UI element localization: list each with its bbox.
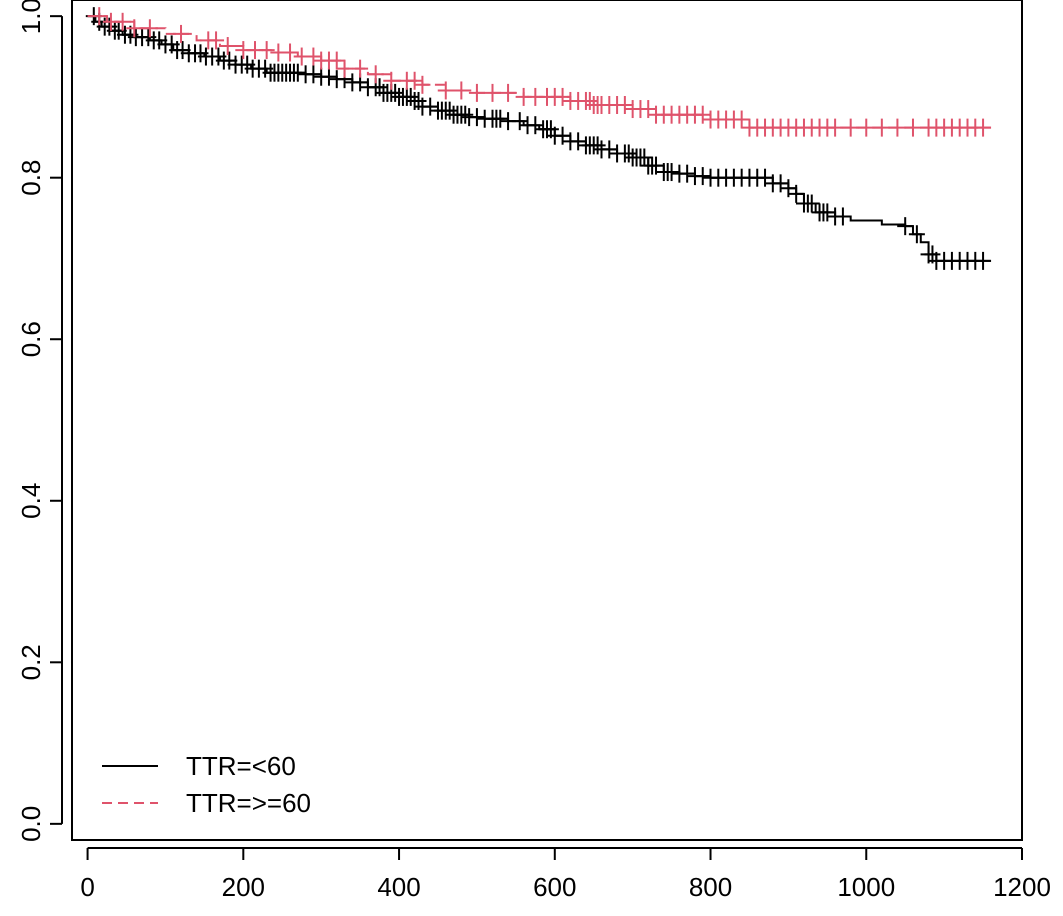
censor-mark (320, 67, 337, 86)
series-ttr-lt-60 (85, 7, 992, 270)
y-tick-label: 0.4 (16, 483, 46, 519)
censor-mark (441, 101, 458, 120)
censor-mark (601, 140, 618, 159)
y-axis: 0.0 0.2 0.4 0.6 0.8 1.0 (16, 0, 63, 842)
censor-mark (114, 12, 131, 31)
censor-mark (305, 65, 322, 84)
censor-mark (208, 31, 225, 50)
censor-mark (889, 118, 906, 137)
censor-mark (336, 59, 353, 78)
censor-mark (570, 132, 587, 151)
censor-mark (91, 7, 108, 26)
y-tick-label: 1.0 (16, 0, 46, 34)
censor-mark (694, 105, 711, 124)
x-tick-label: 800 (689, 872, 732, 902)
censor-mark (500, 83, 517, 102)
censor-mark (908, 225, 925, 244)
censor-mark (834, 207, 851, 226)
censor-mark (406, 71, 423, 90)
censor-mark (387, 83, 404, 102)
plot-frame (71, 0, 1023, 841)
censor-mark (219, 37, 236, 56)
censor-mark (842, 118, 859, 137)
y-tick-label: 0.0 (16, 806, 46, 842)
censor-mark (975, 251, 992, 270)
censor-mark (803, 194, 820, 213)
x-tick-label: 0 (80, 872, 94, 902)
censor-mark (422, 97, 439, 116)
legend-item: TTR=>=60 (102, 788, 311, 818)
censor-mark (352, 59, 369, 78)
series-line (87, 15, 991, 129)
censor-mark (484, 83, 501, 102)
censor-mark (620, 144, 637, 163)
censor-mark (554, 87, 571, 106)
censor-mark (437, 81, 454, 100)
censor-mark (511, 112, 528, 131)
y-tick-label: 0.8 (16, 160, 46, 196)
censor-mark (305, 47, 322, 66)
censor-mark (589, 136, 606, 155)
censor-mark (975, 118, 992, 137)
censor-mark (289, 63, 306, 82)
censor-mark (414, 75, 431, 94)
censor-mark (694, 167, 711, 186)
censor-mark (904, 118, 921, 137)
censor-mark (679, 164, 696, 183)
x-tick-label: 400 (377, 872, 420, 902)
censor-mark (858, 118, 875, 137)
censor-mark (616, 96, 633, 114)
censor-mark (141, 19, 158, 38)
censor-mark (897, 217, 914, 236)
censor-mark (258, 41, 275, 60)
censor-mark (733, 110, 750, 129)
censor-mark (457, 105, 474, 124)
y-tick-label: 0.2 (16, 644, 46, 680)
censor-mark (663, 163, 680, 182)
censor-mark (173, 24, 190, 43)
legend: TTR=<60 TTR=>=60 (102, 751, 311, 818)
censor-mark (328, 51, 345, 70)
legend-item: TTR=<60 (102, 751, 296, 781)
censor-mark (468, 83, 485, 102)
censor-mark (282, 43, 299, 62)
censor-mark (383, 71, 400, 90)
x-tick-label: 1000 (837, 872, 895, 902)
series-ttr-ge-60 (87, 7, 992, 137)
x-tick-label: 200 (222, 872, 265, 902)
censor-mark (873, 118, 890, 137)
x-tick-label: 600 (533, 872, 576, 902)
x-tick-label: 1200 (993, 872, 1051, 902)
censor-mark (453, 81, 470, 100)
censor-mark (468, 108, 485, 127)
legend-label: TTR=>=60 (186, 788, 311, 818)
censor-mark (788, 184, 805, 203)
legend-label: TTR=<60 (186, 751, 296, 781)
censor-mark (772, 174, 789, 193)
censor-mark (827, 118, 844, 137)
x-axis: 0 200 400 600 800 1000 1200 (80, 847, 1051, 902)
censor-mark (581, 91, 598, 110)
censor-mark (367, 65, 384, 84)
censor-mark (527, 116, 544, 135)
survival-curves (85, 7, 992, 270)
censor-mark (402, 87, 419, 106)
censor-mark (636, 148, 653, 167)
censor-mark (126, 19, 143, 38)
censor-mark (492, 109, 509, 128)
y-tick-label: 0.6 (16, 321, 46, 357)
censor-mark (819, 203, 836, 222)
